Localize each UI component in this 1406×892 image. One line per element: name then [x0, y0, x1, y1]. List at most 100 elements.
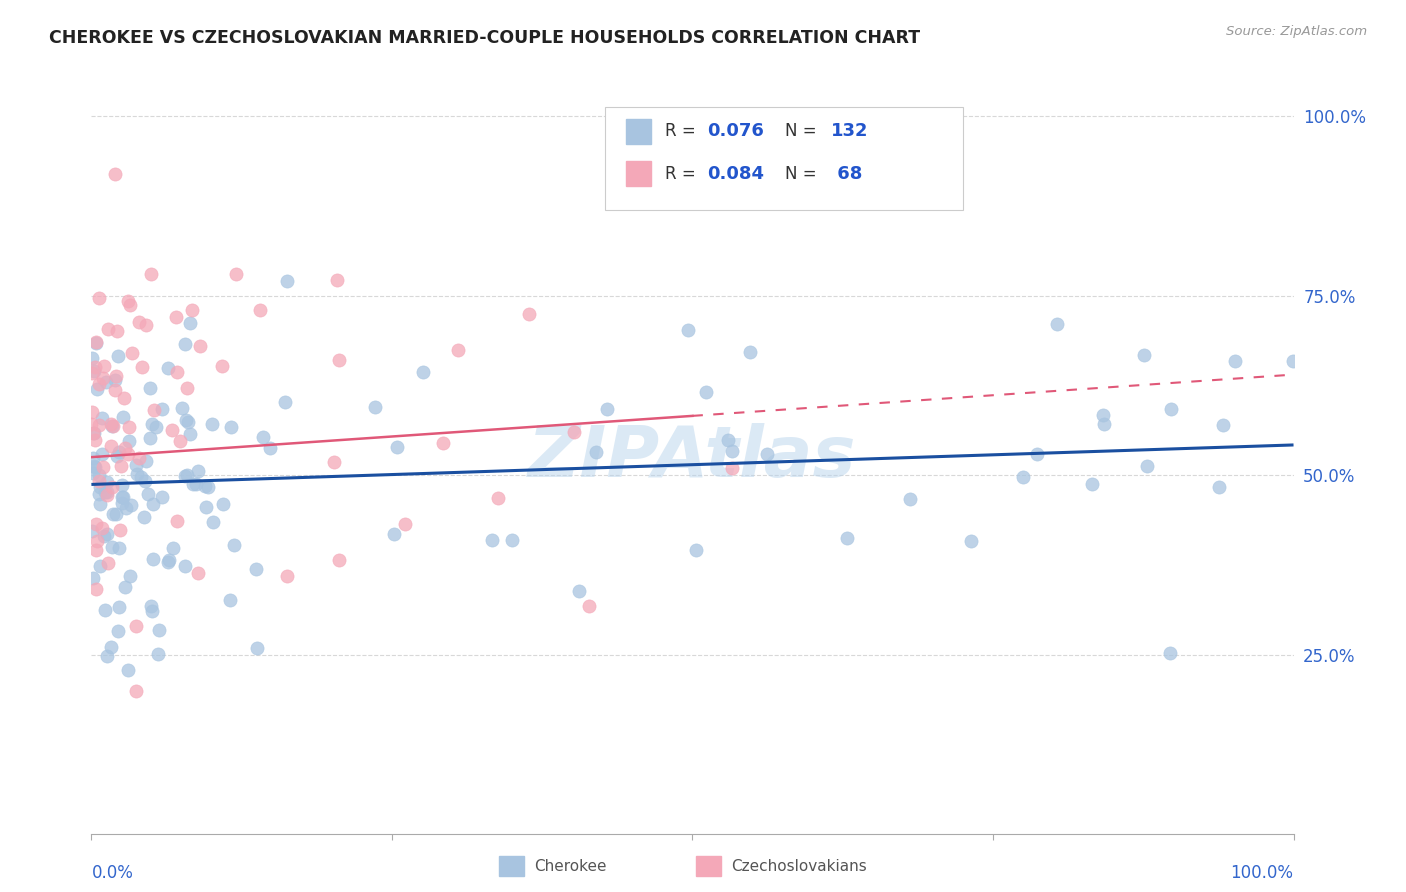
Point [89, 497, 111, 511]
Point [97, 556, 120, 570]
Point [104, 373, 127, 387]
Point [173, 558, 195, 573]
Point [1212, 417, 1234, 432]
Point [114, 442, 136, 456]
Point [80, 524, 103, 538]
Point [184, 477, 207, 491]
Point [245, 562, 267, 576]
Point [112, 409, 135, 424]
Point [148, 623, 170, 637]
Point [120, 498, 142, 512]
Point [152, 490, 174, 504]
Point [110, 458, 132, 473]
Point [481, 533, 503, 548]
Point [176, 413, 198, 427]
Text: Cherokee: Cherokee [534, 859, 607, 873]
Point [249, 303, 271, 318]
Point [1012, 470, 1035, 484]
Point [717, 434, 740, 448]
Text: 0.0%: 0.0% [91, 864, 134, 882]
Point [101, 418, 124, 433]
Point [114, 580, 136, 594]
Point [156, 555, 179, 569]
Point [110, 477, 132, 491]
Point [328, 553, 350, 567]
Point [117, 447, 139, 461]
Point [89, 377, 111, 392]
Point [176, 467, 198, 482]
Point [219, 420, 242, 434]
Point [187, 566, 209, 580]
Point [685, 543, 707, 558]
Point [394, 516, 416, 531]
Point [139, 381, 162, 395]
Point [104, 167, 127, 181]
Point [174, 469, 197, 483]
Point [104, 383, 127, 397]
Point [1080, 477, 1102, 491]
Point [128, 315, 150, 329]
Point [125, 684, 148, 698]
Point [89, 558, 111, 573]
Point [134, 509, 156, 524]
Point [96, 487, 118, 501]
Point [80, 417, 103, 432]
Point [82, 450, 104, 465]
Point [84, 336, 107, 351]
Text: 132: 132 [831, 122, 869, 140]
Point [756, 447, 779, 461]
Text: N =: N = [785, 165, 821, 183]
Point [84, 360, 107, 375]
Point [385, 440, 408, 454]
Point [225, 267, 247, 281]
Point [84, 334, 107, 349]
Point [326, 273, 349, 287]
Point [115, 501, 138, 516]
Point [96, 485, 118, 500]
Point [252, 430, 274, 444]
Point [91, 459, 114, 474]
Point [90, 410, 112, 425]
Point [128, 450, 150, 465]
Point [219, 593, 242, 607]
Point [117, 663, 139, 677]
Point [107, 624, 129, 639]
Point [84, 460, 107, 475]
Text: Source: ZipAtlas.com: Source: ZipAtlas.com [1226, 25, 1367, 38]
Point [166, 514, 188, 528]
Point [83, 433, 105, 447]
Point [89, 418, 111, 433]
Point [139, 599, 162, 614]
Point [162, 541, 184, 556]
Point [141, 267, 163, 281]
Point [118, 419, 141, 434]
Point [131, 360, 153, 375]
Point [643, 164, 665, 178]
Point [91, 520, 114, 534]
Point [117, 294, 139, 309]
Point [156, 360, 179, 375]
Point [96, 527, 118, 541]
Point [86, 534, 108, 549]
Point [111, 490, 134, 504]
Text: R =: R = [665, 122, 702, 140]
Point [111, 496, 134, 510]
Point [166, 365, 188, 379]
Point [101, 540, 124, 554]
Point [960, 534, 983, 549]
Text: 0.084: 0.084 [707, 165, 765, 183]
Point [135, 453, 157, 467]
Text: CHEROKEE VS CZECHOSLOVAKIAN MARRIED-COUPLE HOUSEHOLDS CORRELATION CHART: CHEROKEE VS CZECHOSLOVAKIAN MARRIED-COUP… [49, 29, 921, 46]
Point [93, 485, 115, 500]
Point [695, 384, 717, 399]
Point [84, 582, 107, 596]
Point [82, 571, 104, 585]
Point [174, 337, 197, 351]
Point [138, 487, 160, 501]
Point [181, 303, 204, 318]
Point [187, 465, 209, 479]
Point [87, 487, 110, 501]
Point [142, 551, 165, 566]
Point [121, 345, 143, 359]
Point [100, 439, 122, 453]
